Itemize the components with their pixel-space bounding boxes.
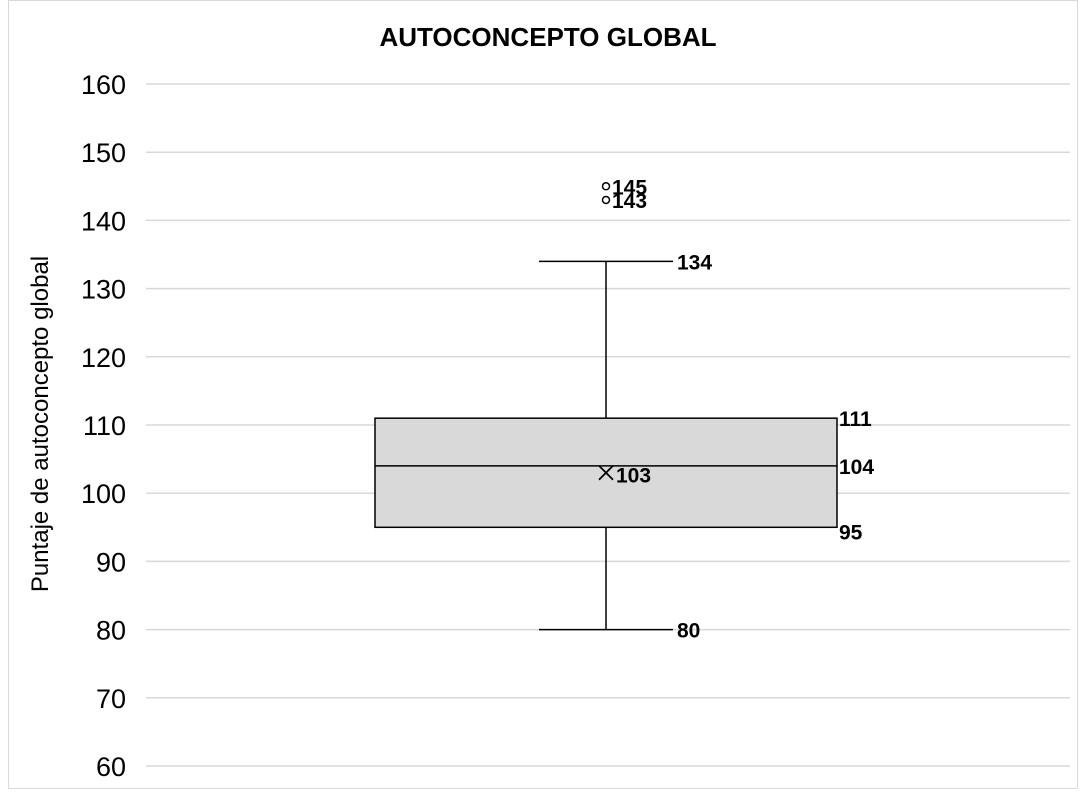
- outlier-point-143: [601, 195, 611, 205]
- box-plot-marks: [374, 182, 838, 631]
- mean-marker: [598, 465, 614, 481]
- y-tick-label-80: 80: [96, 616, 126, 646]
- chart-frame: [8, 0, 1078, 789]
- mean-marker-stroke-2: [598, 465, 614, 481]
- y-tick-label-130: 130: [81, 275, 126, 305]
- outlier-point-145: [601, 182, 611, 191]
- label-min: 80: [677, 620, 700, 643]
- y-tick-labels: 60 70 80 90 100 110 120 130 140 150 160: [81, 70, 126, 782]
- gridlines: [146, 83, 1070, 767]
- y-tick-label-150: 150: [81, 138, 126, 168]
- y-tick-label-90: 90: [96, 547, 126, 577]
- label-outlier-145: 145: [612, 176, 647, 199]
- y-tick-label-60: 60: [96, 752, 126, 782]
- label-outlier-143: 143: [612, 190, 647, 213]
- y-tick-label-100: 100: [81, 479, 126, 509]
- y-tick-label-120: 120: [81, 343, 126, 373]
- y-tick-label-110: 110: [83, 411, 126, 441]
- y-tick-label-160: 160: [81, 70, 126, 100]
- chart-title: AUTOCONCEPTO GLOBAL: [379, 22, 716, 52]
- label-q3: 111: [839, 408, 872, 431]
- y-axis-label: Puntaje de autoconcepto global: [27, 256, 54, 592]
- label-q1: 95: [839, 521, 863, 544]
- label-mean: 103: [616, 465, 651, 488]
- y-tick-label-70: 70: [96, 684, 126, 714]
- label-median: 104: [839, 456, 874, 479]
- y-tick-label-140: 140: [81, 206, 126, 236]
- label-max: 134: [677, 251, 712, 274]
